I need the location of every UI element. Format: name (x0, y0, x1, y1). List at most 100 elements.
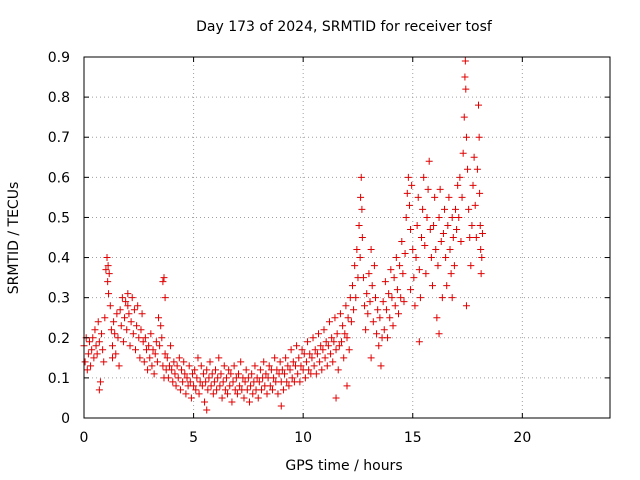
data-point (309, 334, 317, 342)
data-point (297, 362, 305, 370)
data-point (243, 386, 251, 394)
y-axis-label: SRMTID / TECUs (6, 182, 22, 295)
x-tick-label: 0 (80, 430, 89, 446)
data-point (190, 382, 198, 390)
data-point (363, 290, 371, 298)
data-point (436, 185, 444, 193)
data-point (221, 386, 229, 394)
data-point (136, 354, 144, 362)
data-point (187, 394, 195, 402)
data-point (229, 378, 237, 386)
data-point (240, 394, 248, 402)
data-point (405, 201, 413, 209)
data-point (462, 133, 470, 141)
data-point (375, 342, 383, 350)
data-point (215, 354, 223, 362)
data-point (181, 370, 189, 378)
data-point (456, 173, 464, 181)
data-point (353, 246, 361, 254)
data-point (475, 101, 482, 109)
data-point (396, 262, 404, 270)
data-point (465, 205, 473, 213)
data-point (457, 238, 465, 246)
data-point (305, 366, 313, 374)
data-point (114, 334, 122, 342)
data-point (338, 338, 346, 346)
y-tick-label: 0.8 (48, 90, 70, 106)
data-point (319, 346, 327, 354)
x-axis-ticks: 0 5 10 15 20 (80, 57, 531, 446)
y-tick-label: 0.6 (48, 170, 70, 186)
data-point (98, 330, 106, 338)
data-point (218, 394, 226, 402)
data-point (458, 193, 466, 201)
data-point (415, 338, 423, 346)
data-point (135, 334, 143, 342)
data-point (231, 386, 239, 394)
data-point (94, 318, 102, 326)
data-point (449, 234, 457, 241)
data-point (163, 354, 171, 362)
data-point (188, 370, 196, 378)
data-point (182, 390, 190, 398)
data-point (345, 346, 353, 354)
data-point (425, 157, 433, 165)
data-point (407, 225, 415, 233)
data-point (158, 334, 166, 342)
data-point (330, 338, 338, 346)
data-point (304, 338, 312, 346)
y-tick-label: 0.3 (48, 291, 70, 307)
data-point (285, 382, 293, 390)
data-point (374, 306, 382, 314)
data-point (89, 334, 97, 342)
data-point (130, 306, 138, 314)
data-point (139, 338, 147, 346)
data-point (367, 246, 375, 254)
data-point (377, 362, 385, 370)
data-point (356, 254, 364, 262)
data-point (357, 173, 365, 181)
data-point (126, 342, 134, 350)
data-point (225, 366, 233, 374)
data-point (357, 193, 365, 201)
data-point (105, 290, 113, 298)
data-point (324, 342, 332, 350)
data-point (191, 366, 199, 374)
data-point (348, 282, 356, 290)
data-point (317, 342, 325, 350)
data-point (220, 362, 228, 370)
data-point (125, 310, 133, 318)
data-point (418, 234, 426, 241)
data-point (312, 370, 320, 378)
data-point (362, 326, 370, 334)
data-point (351, 262, 359, 270)
data-point (409, 246, 417, 254)
data-point (476, 189, 484, 197)
data-point (263, 390, 271, 398)
data-point (99, 346, 107, 354)
data-point (380, 326, 388, 334)
data-point (235, 370, 243, 378)
data-point (402, 213, 410, 221)
data-point (294, 370, 302, 378)
data-point (104, 262, 112, 270)
data-point (416, 294, 424, 302)
data-point (124, 290, 132, 298)
data-point (115, 362, 123, 370)
data-point (426, 225, 434, 233)
data-point (388, 294, 396, 302)
data-point (194, 354, 202, 362)
data-point (266, 382, 274, 390)
data-point (104, 278, 112, 286)
data-point (368, 282, 376, 290)
data-point (144, 366, 152, 374)
data-point (412, 254, 420, 262)
data-point (155, 314, 163, 322)
y-tick-label: 0 (61, 411, 70, 427)
data-point (150, 370, 158, 378)
data-point (141, 334, 149, 342)
data-point (153, 358, 161, 366)
data-point (205, 374, 213, 382)
data-point (111, 330, 119, 338)
